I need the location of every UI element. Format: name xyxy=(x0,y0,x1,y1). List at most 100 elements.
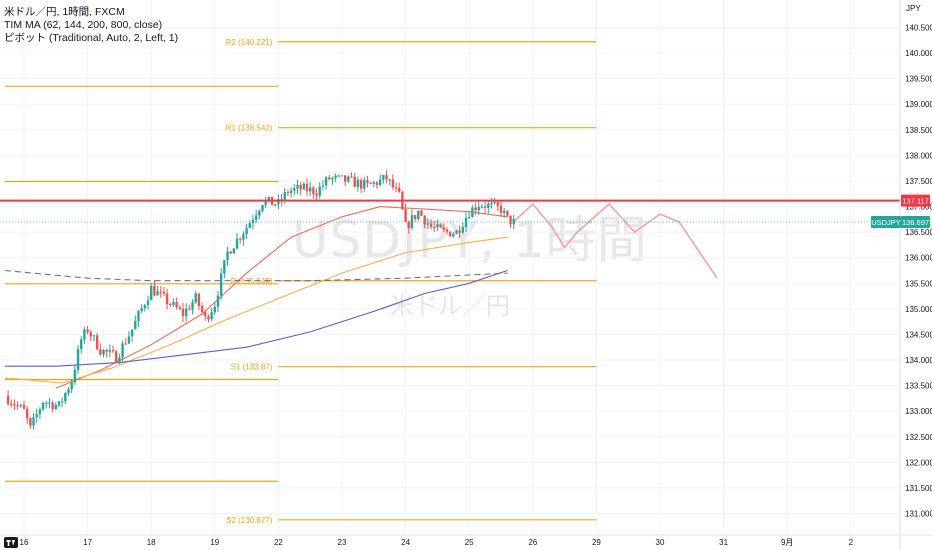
candle-body xyxy=(458,230,461,233)
candle-body xyxy=(315,193,318,196)
y-tick-label: 134.500 xyxy=(905,330,932,339)
candle-body xyxy=(32,417,35,426)
candle-body xyxy=(251,219,255,224)
candle-body xyxy=(175,301,178,308)
candle-body xyxy=(423,215,426,225)
y-tick-label: 137.500 xyxy=(905,177,932,186)
candle-body xyxy=(334,175,337,178)
pivot-label: P (135.549) xyxy=(231,277,273,286)
candle-body xyxy=(92,335,96,337)
candle-body xyxy=(356,180,360,187)
candle-body xyxy=(394,187,398,189)
candle-body xyxy=(232,248,236,254)
y-tick-label: 131.500 xyxy=(905,484,932,493)
legend-pivot-line[interactable]: ピボット (Traditional, Auto, 2, Left, 1) xyxy=(4,32,179,44)
candle-body xyxy=(483,206,487,209)
candle-body xyxy=(140,308,143,312)
candle-body xyxy=(426,223,430,225)
candle-body xyxy=(156,291,159,296)
candle-body xyxy=(480,206,484,208)
candle-body xyxy=(471,207,474,218)
candle-body xyxy=(80,339,83,350)
candle-body xyxy=(181,308,185,317)
x-tick-label: 30 xyxy=(656,538,665,547)
candle-body xyxy=(261,205,264,211)
candle-body xyxy=(143,305,147,309)
candles-layer xyxy=(6,170,515,430)
y-tick-label: 138.500 xyxy=(905,126,932,135)
candle-body xyxy=(302,183,306,190)
candle-body xyxy=(38,409,42,415)
candle-body xyxy=(16,405,19,407)
candle-body xyxy=(283,192,286,201)
candle-body xyxy=(235,238,239,249)
candle-body xyxy=(382,175,385,180)
name-watermark: 米ドル／円 xyxy=(390,292,510,320)
candle-body xyxy=(137,311,140,321)
candle-body xyxy=(442,227,445,230)
candle-body xyxy=(29,418,32,426)
candle-body xyxy=(274,204,277,206)
candle-body xyxy=(359,180,363,189)
candle-body xyxy=(41,402,45,410)
candle-body xyxy=(226,251,229,261)
legend-ma-line[interactable]: TIM MA (62, 144, 200, 800, close) xyxy=(4,19,163,31)
candle-body xyxy=(366,180,369,183)
candle-body xyxy=(57,401,61,405)
pivot-label: S1 (133.87) xyxy=(231,363,273,372)
x-tick-label: 19 xyxy=(210,538,219,547)
candle-body xyxy=(433,226,436,228)
x-tick-label: 18 xyxy=(147,538,156,547)
candle-body xyxy=(118,357,121,363)
candle-body xyxy=(328,177,331,180)
y-tick-label: 134.000 xyxy=(905,356,932,365)
candle-body xyxy=(73,369,77,383)
candle-body xyxy=(19,405,23,407)
candle-body xyxy=(207,316,210,320)
candle-body xyxy=(210,312,213,320)
symbol-badge xyxy=(871,216,901,229)
candle-body xyxy=(496,202,500,206)
candle-body xyxy=(95,335,99,350)
candle-body xyxy=(172,301,175,305)
candle-body xyxy=(493,202,496,204)
candle-body xyxy=(184,308,188,317)
candle-body xyxy=(289,190,293,193)
currency-label: JPY xyxy=(906,4,921,13)
candle-body xyxy=(309,187,312,192)
grid-layer xyxy=(0,0,900,535)
candle-body xyxy=(60,401,64,403)
candle-body xyxy=(64,393,67,402)
candle-body xyxy=(258,210,261,216)
symbol-badge-label: USDJPY xyxy=(871,218,901,227)
series-ma-800 xyxy=(4,269,508,282)
candle-body xyxy=(35,414,38,418)
candle-body xyxy=(245,227,248,235)
chart-legend: 米ドル／円, 1時間, FXCM TIM MA (62, 144, 200, 8… xyxy=(4,6,178,45)
y-tick-label: 139.500 xyxy=(905,75,932,84)
candle-body xyxy=(6,395,10,405)
candle-body xyxy=(429,223,433,227)
y-tick-label: 138.000 xyxy=(905,151,932,160)
candle-body xyxy=(420,210,423,216)
y-tick-label: 132.500 xyxy=(905,433,932,442)
candle-body xyxy=(102,349,105,355)
legend-symbol-line[interactable]: 米ドル／円, 1時間, FXCM xyxy=(4,6,125,18)
y-tick-label: 133.500 xyxy=(905,382,932,391)
candle-body xyxy=(337,175,341,177)
plot-layer: R2 (140.221) R1 (138.542) P (135.549) S1 (1… xyxy=(4,38,718,525)
candle-body xyxy=(10,404,13,406)
candle-body xyxy=(286,192,290,194)
candle-body xyxy=(115,351,118,363)
x-tick-label: 22 xyxy=(274,538,283,547)
y-tick-label: 140.500 xyxy=(905,24,932,33)
x-tick-label: 25 xyxy=(465,538,474,547)
candle-body xyxy=(375,182,379,186)
candle-body xyxy=(216,295,220,307)
candle-body xyxy=(363,180,366,189)
pivot-label: R1 (138.542) xyxy=(226,124,273,133)
candle-body xyxy=(353,176,356,187)
candle-body xyxy=(159,291,162,293)
candle-body xyxy=(417,210,420,219)
